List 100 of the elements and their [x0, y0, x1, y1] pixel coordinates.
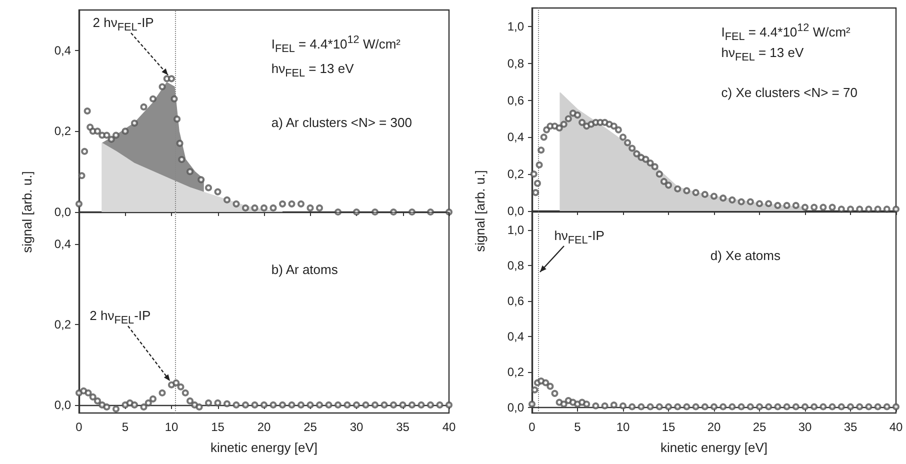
point [660, 178, 668, 185]
point [783, 202, 790, 209]
point [536, 161, 543, 168]
point [224, 400, 230, 408]
point [674, 403, 682, 410]
point [84, 108, 91, 114]
point [874, 403, 882, 410]
x-tick-label: 30 [350, 420, 364, 434]
y-tick-label: 1,0 [507, 222, 524, 237]
point [642, 156, 650, 163]
point [131, 401, 138, 408]
point [103, 132, 110, 139]
point [242, 204, 249, 212]
point [205, 399, 212, 406]
point [251, 204, 258, 212]
x-tick-label: 0 [528, 420, 536, 434]
point [288, 401, 296, 408]
point [306, 401, 314, 408]
y-tick-label: 0,0 [507, 204, 524, 218]
point [720, 194, 727, 202]
point [810, 204, 818, 211]
point [614, 126, 622, 134]
point [847, 403, 854, 410]
y-tick-label: 0,8 [507, 258, 524, 272]
point [774, 202, 782, 209]
point [546, 382, 554, 390]
point [633, 150, 640, 158]
point [232, 200, 240, 208]
point [353, 208, 360, 216]
point [628, 403, 636, 410]
point [828, 403, 836, 410]
point [847, 206, 854, 213]
point [692, 403, 700, 410]
point [408, 208, 416, 216]
point [325, 401, 332, 408]
point [168, 381, 175, 388]
y-tick-label: 0,0 [54, 398, 72, 412]
y-tick-label: 0,4 [507, 330, 524, 344]
point [538, 146, 545, 154]
point [372, 401, 378, 408]
point [820, 204, 827, 211]
point [810, 403, 818, 410]
x-tick-label: 40 [442, 420, 456, 434]
point [543, 126, 550, 134]
x-tick-label: 35 [844, 420, 858, 434]
point [191, 401, 198, 408]
point [418, 401, 425, 408]
point [531, 386, 538, 394]
x-tick-label: 30 [798, 420, 812, 434]
point [838, 206, 845, 213]
point [874, 206, 882, 213]
point [158, 83, 166, 90]
point [728, 403, 736, 410]
point [610, 122, 618, 130]
point [182, 389, 189, 396]
annotation: hν$_{FEL}$ = 13 eV [721, 44, 804, 64]
point [802, 403, 808, 410]
point [126, 399, 134, 406]
point [178, 156, 186, 163]
point [353, 401, 360, 408]
point [112, 405, 120, 412]
point [214, 399, 222, 406]
point [828, 204, 836, 211]
annotation: a) Ar clusters <N> = 300 [271, 115, 412, 130]
point [883, 403, 890, 410]
point [140, 403, 148, 410]
point [610, 401, 618, 408]
point [427, 401, 434, 408]
point [177, 383, 184, 390]
point [532, 189, 540, 196]
point [150, 95, 156, 102]
point [242, 401, 249, 408]
x-tick-label: 5 [574, 420, 582, 434]
point [316, 204, 323, 212]
annotation: I$_{FEL}$ = 4.4*10$^{12}$ W/cm² [721, 22, 850, 44]
point [89, 393, 96, 400]
point [198, 176, 205, 184]
point [683, 187, 690, 194]
point [646, 403, 654, 410]
point [578, 118, 586, 126]
point [103, 403, 110, 410]
point [883, 206, 890, 213]
point [720, 403, 727, 410]
point [530, 170, 538, 178]
x-tick-label: 25 [752, 420, 766, 434]
y-tick-label: 0,6 [507, 294, 524, 308]
point [224, 196, 230, 204]
point [172, 379, 180, 386]
x-tick-label: 15 [662, 420, 676, 434]
point [94, 397, 101, 404]
annotation: c) Xe clusters <N> = 70 [721, 85, 858, 100]
point [765, 403, 772, 410]
y-tick-label: 0,4 [507, 130, 524, 144]
y-axis-title: signal [arb. u.] [20, 171, 34, 253]
y-tick-label: 0,2 [507, 167, 524, 182]
y-tick-label: 0,2 [507, 365, 524, 380]
point [542, 379, 550, 386]
point [362, 401, 370, 408]
point [656, 170, 663, 178]
point [756, 403, 763, 410]
